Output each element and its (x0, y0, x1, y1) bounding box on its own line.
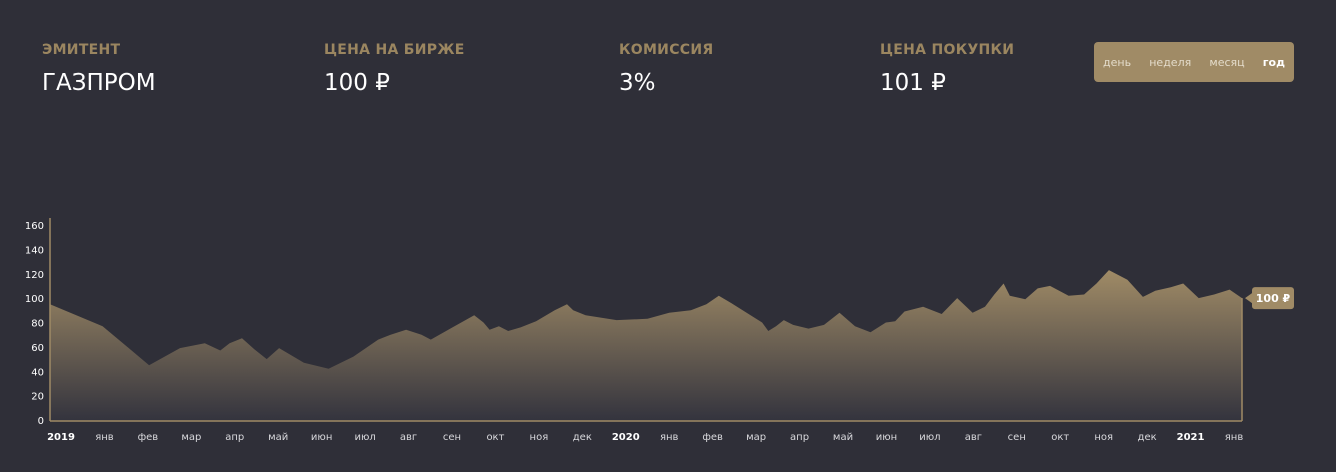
stat-value-exchange-price: 100 ₽ (324, 70, 390, 96)
x-tick-label: окт (486, 432, 504, 443)
period-year-button[interactable]: год (1262, 55, 1285, 69)
y-tick-label: 140 (25, 245, 44, 256)
x-tick-label: фев (138, 432, 159, 443)
x-tick-label: июн (311, 432, 332, 443)
x-tick-label: мар (746, 432, 766, 443)
stat-label-exchange-price: ЦЕНА НА БИРЖЕ (324, 42, 465, 58)
stat-commission: КОМИССИЯ 3% (619, 42, 713, 96)
y-tick-label: 100 (25, 294, 44, 305)
last-value-label: 100 ₽ (1256, 292, 1291, 305)
period-day-button[interactable]: день (1103, 55, 1132, 69)
x-tick-label: янв (95, 432, 114, 443)
x-tick-label: 2019 (47, 432, 75, 443)
period-month-button[interactable]: месяц (1209, 55, 1245, 69)
period-week-button[interactable]: неделя (1149, 55, 1192, 69)
stat-label-purchase-price: ЦЕНА ПОКУПКИ (880, 42, 1015, 58)
x-tick-label: апр (790, 432, 809, 443)
stat-label-emitter: ЭМИТЕНТ (42, 42, 121, 58)
x-tick-label: 2021 (1177, 432, 1205, 443)
x-tick-label: янв (660, 432, 679, 443)
last-value-pointer (1245, 293, 1252, 304)
y-tick-label: 120 (25, 270, 44, 281)
x-tick-label: авг (965, 432, 982, 443)
x-tick-label: апр (225, 432, 244, 443)
y-tick-label: 160 (25, 221, 44, 232)
x-tick-label: сен (443, 432, 461, 443)
price-area (50, 270, 1242, 420)
stat-label-commission: КОМИССИЯ (619, 42, 714, 58)
x-tick-label: окт (1051, 432, 1069, 443)
stat-exchange-price: ЦЕНА НА БИРЖЕ 100 ₽ (324, 42, 465, 96)
x-tick-label: ноя (530, 432, 549, 443)
x-tick-label: 2020 (612, 432, 640, 443)
x-tick-label: янв (1225, 432, 1244, 443)
x-tick-label: сен (1008, 432, 1026, 443)
period-switch: день неделя месяц год (1094, 42, 1294, 82)
stat-purchase-price: ЦЕНА ПОКУПКИ 101 ₽ (880, 42, 1014, 96)
y-tick-label: 20 (31, 392, 44, 403)
x-tick-label: июл (919, 432, 940, 443)
last-value-badge (1252, 287, 1294, 310)
x-tick-label: авг (400, 432, 417, 443)
stat-emitter: ЭМИТЕНТ ГАЗПРОМ (42, 42, 156, 96)
x-tick-label: дек (1138, 432, 1157, 443)
x-tick-label: май (268, 432, 288, 443)
x-tick-label: ноя (1094, 432, 1113, 443)
stat-value-commission: 3% (619, 70, 656, 96)
y-tick-label: 60 (31, 343, 44, 354)
x-tick-label: июн (876, 432, 897, 443)
stat-value-purchase-price: 101 ₽ (880, 70, 946, 96)
x-tick-label: июл (354, 432, 375, 443)
x-tick-label: фев (702, 432, 723, 443)
y-tick-label: 40 (31, 367, 44, 378)
price-area-chart: 0 20 40 60 80 100 120 140 160 2019 янв фев мар апр май… (25, 218, 1294, 443)
y-tick-label: 80 (31, 319, 44, 330)
stat-value-emitter: ГАЗПРОМ (42, 70, 156, 96)
x-tick-label: мар (181, 432, 201, 443)
x-tick-label: май (833, 432, 853, 443)
y-tick-label: 0 (38, 416, 44, 427)
x-tick-label: дек (573, 432, 592, 443)
